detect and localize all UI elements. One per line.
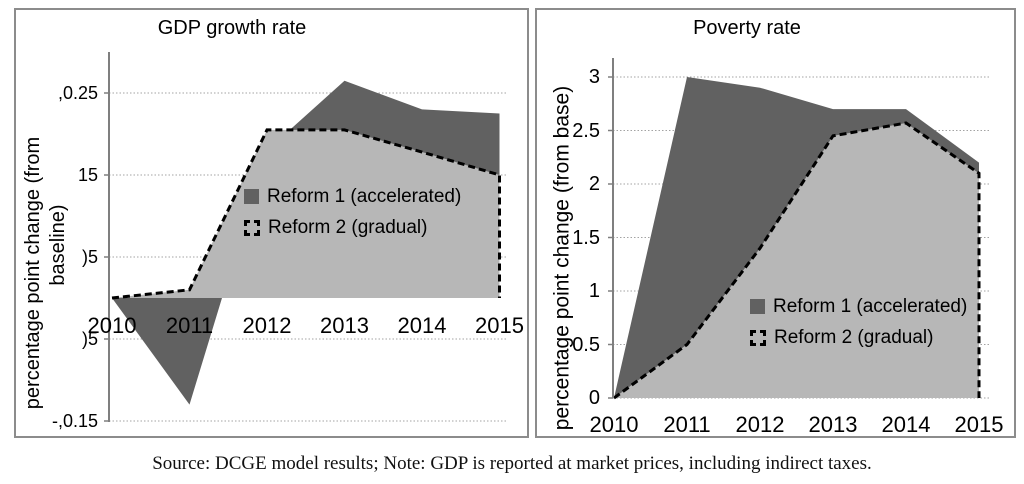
reform2-dashed-line [111, 128, 501, 300]
reform1-legend-label: Reform 1 (accelerated) [267, 186, 462, 207]
legend-row-reform2: Reform 2 (gradual) [750, 322, 967, 353]
legend-row-reform2: Reform 2 (gradual) [244, 212, 461, 243]
reform1-legend-label: Reform 1 (accelerated) [773, 296, 968, 317]
reform1-legend-marker-icon [244, 189, 259, 204]
poverty-chart-plot [608, 58, 989, 400]
reform2-area [614, 123, 979, 398]
reform1-legend-marker-icon [750, 299, 765, 314]
reform2-dashed-line [613, 121, 981, 400]
reform2-legend-label: Reform 2 (gradual) [774, 327, 934, 348]
gdp-chart-panel: ,0.25 15)5)5 -,0.15 2010 2011 2012 2013 2014 201… [14, 8, 529, 438]
source-note: Source: DCGE model results; Note: GDP is… [152, 453, 872, 474]
gdp-chart-title: GDP growth rate [157, 17, 307, 39]
reform2-area [112, 129, 500, 298]
legend-row-reform1: Reform 1 (accelerated) [750, 291, 967, 322]
gdp-chart-plot [104, 52, 508, 422]
poverty-chart-legend: Reform 1 (accelerated) Reform 2 (gradual… [750, 291, 967, 353]
reform2-legend-marker-icon [244, 219, 260, 236]
reform2-legend-marker-icon [750, 329, 766, 346]
gdp-chart-legend: Reform 1 (accelerated) Reform 2 (gradual… [244, 181, 461, 243]
poverty-chart-panel: 3 2.5 2 1.5 1 0.5 0 2010 2011 2012 2013 2014 2015 Po… [535, 8, 1016, 438]
legend-row-reform1: Reform 1 (accelerated) [244, 181, 461, 212]
poverty-chart-title: Poverty rate [693, 17, 801, 39]
reform2-legend-label: Reform 2 (gradual) [268, 217, 428, 238]
